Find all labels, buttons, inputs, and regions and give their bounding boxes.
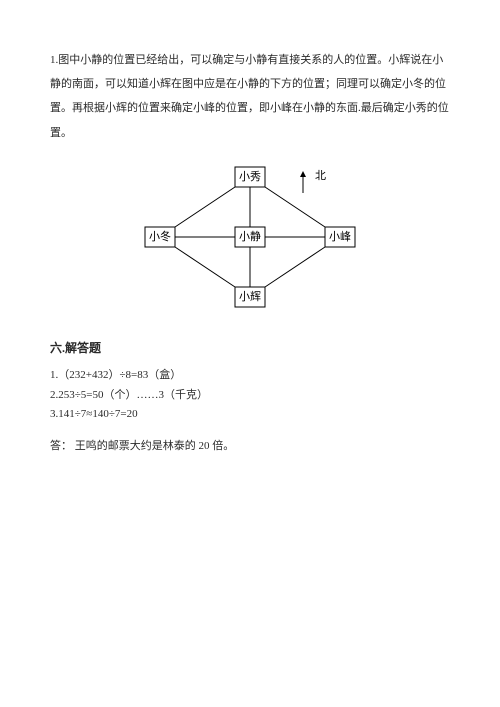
svg-text:小秀: 小秀 [239,170,261,183]
diagram-edge [265,247,325,287]
diagram-node-dong: 小冬 [145,227,175,247]
answer-line: 1.（232+432）÷8=83（盒） [50,366,450,386]
diagram-edge [175,187,235,227]
svg-text:北: 北 [315,169,326,182]
answer-line: 2.253÷5=50（个）……3（千克） [50,386,450,406]
final-answer: 答： 王鸣的邮票大约是林泰的 20 倍。 [50,437,450,453]
diagram-node-hui: 小辉 [235,287,265,307]
svg-text:小冬: 小冬 [149,229,171,243]
answers-list: 1.（232+432）÷8=83（盒）2.253÷5=50（个）……3（千克）3… [50,366,450,425]
svg-text:小峰: 小峰 [329,230,351,243]
diagram-node-jing: 小静 [235,227,265,247]
answer-line: 3.141÷7≈140÷7=20 [50,405,450,425]
svg-text:小辉: 小辉 [239,290,261,303]
section-title: 六.解答题 [50,339,450,356]
svg-text:小静: 小静 [239,229,261,243]
north-arrow: 北 [300,169,326,193]
intro-paragraph: 1.图中小静的位置已经给出，可以确定与小静有直接关系的人的位置。小辉说在小静的南… [50,48,450,145]
diagram-edge [265,187,325,227]
diagram-edge [175,247,235,287]
diagram-node-feng: 小峰 [325,227,355,247]
position-diagram: 小秀小冬 小静 小峰小辉 北 [130,157,370,317]
diagram-node-xiu: 小秀 [235,167,265,187]
diagram-container: 小秀小冬 小静 小峰小辉 北 [50,157,450,317]
